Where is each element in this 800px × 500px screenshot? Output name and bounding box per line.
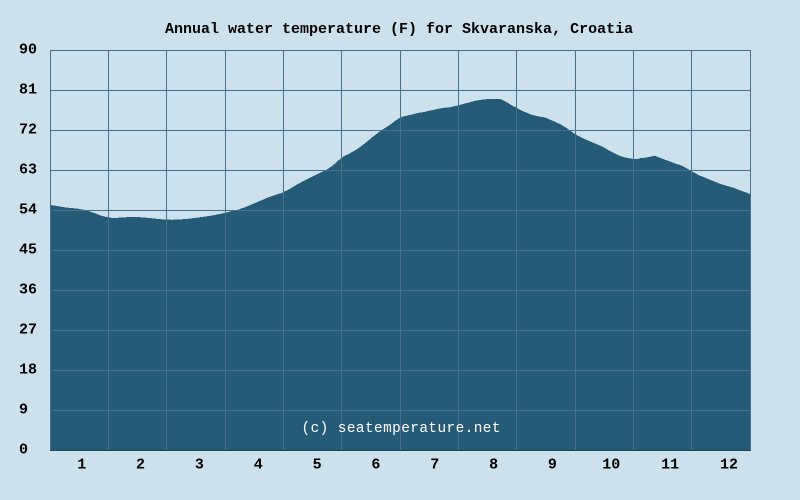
svg-text:(c) seatemperature.net: (c) seatemperature.net (302, 421, 501, 437)
svg-text:9: 9 (548, 457, 557, 474)
svg-text:36: 36 (19, 282, 37, 299)
svg-text:7: 7 (430, 457, 439, 474)
svg-text:18: 18 (19, 362, 37, 379)
svg-text:63: 63 (19, 162, 37, 179)
svg-text:6: 6 (371, 457, 380, 474)
svg-text:1: 1 (77, 457, 86, 474)
svg-text:3: 3 (195, 457, 204, 474)
svg-text:45: 45 (19, 242, 37, 259)
svg-text:81: 81 (19, 82, 37, 99)
svg-text:12: 12 (720, 457, 738, 474)
svg-text:2: 2 (136, 457, 145, 474)
svg-text:27: 27 (19, 322, 37, 339)
svg-text:9: 9 (19, 402, 28, 419)
svg-text:0: 0 (19, 442, 28, 459)
svg-text:72: 72 (19, 122, 37, 139)
svg-text:5: 5 (313, 457, 322, 474)
svg-text:8: 8 (489, 457, 498, 474)
svg-text:90: 90 (19, 42, 37, 59)
svg-text:54: 54 (19, 202, 37, 219)
svg-text:Annual water temperature (F) f: Annual water temperature (F) for Skvaran… (165, 21, 633, 38)
svg-text:4: 4 (254, 457, 263, 474)
svg-text:11: 11 (661, 457, 679, 474)
svg-text:10: 10 (602, 457, 620, 474)
